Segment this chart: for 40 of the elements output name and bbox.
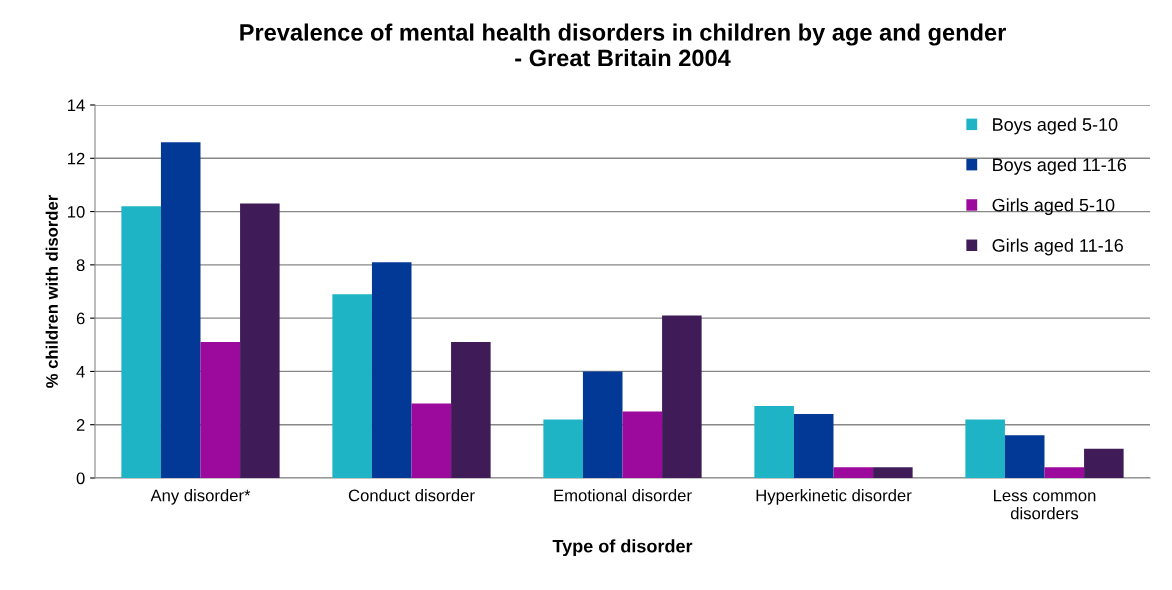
bar xyxy=(1084,448,1124,478)
y-tick-label: 6 xyxy=(76,312,85,325)
y-tick-label: 12 xyxy=(68,152,85,165)
bar xyxy=(240,203,280,478)
x-tick-label: Conduct disorder xyxy=(348,489,475,502)
y-tick-label: 4 xyxy=(76,366,85,378)
x-axis-title: Type of disorder xyxy=(552,539,693,557)
bar xyxy=(121,206,161,478)
y-axis-title: % children with disorder xyxy=(45,194,58,388)
y-tick-label: 2 xyxy=(76,419,85,431)
x-tick-label: Emotional disorder xyxy=(554,489,692,502)
bar xyxy=(200,342,241,478)
y-tick-label: 8 xyxy=(76,259,85,272)
bar xyxy=(1004,435,1045,478)
bar xyxy=(965,419,1005,478)
bar xyxy=(754,406,794,478)
bar xyxy=(332,294,372,478)
y-tick-label: 14 xyxy=(68,99,85,112)
bar xyxy=(371,262,412,478)
bar xyxy=(662,315,702,478)
bar xyxy=(160,142,201,478)
bar xyxy=(582,371,623,478)
legend-label: Girls aged 11-16 xyxy=(992,238,1123,256)
legend-label: Boys aged 11-16 xyxy=(993,157,1127,175)
y-tick-label: 0 xyxy=(76,472,85,485)
bar xyxy=(622,411,663,478)
bar xyxy=(833,467,874,478)
bar xyxy=(873,467,913,478)
legend-label: Boys aged 5-10 xyxy=(993,117,1118,135)
bar xyxy=(543,419,583,478)
x-tick-label: Any disorder* xyxy=(150,489,251,505)
x-tick-label: Hyperkinetic disorder xyxy=(756,489,912,505)
y-tick-label: 10 xyxy=(68,205,85,218)
bar xyxy=(411,403,452,478)
bar xyxy=(1044,467,1085,478)
legend-label: Girls aged 5-10 xyxy=(992,198,1115,216)
bar xyxy=(451,342,491,478)
x-tick-label: Less common disorders xyxy=(994,489,1096,520)
bar xyxy=(793,414,834,478)
chart-title: Prevalence of mental health disorders in children by age and gender - Great Britain 2004 xyxy=(240,23,1006,67)
